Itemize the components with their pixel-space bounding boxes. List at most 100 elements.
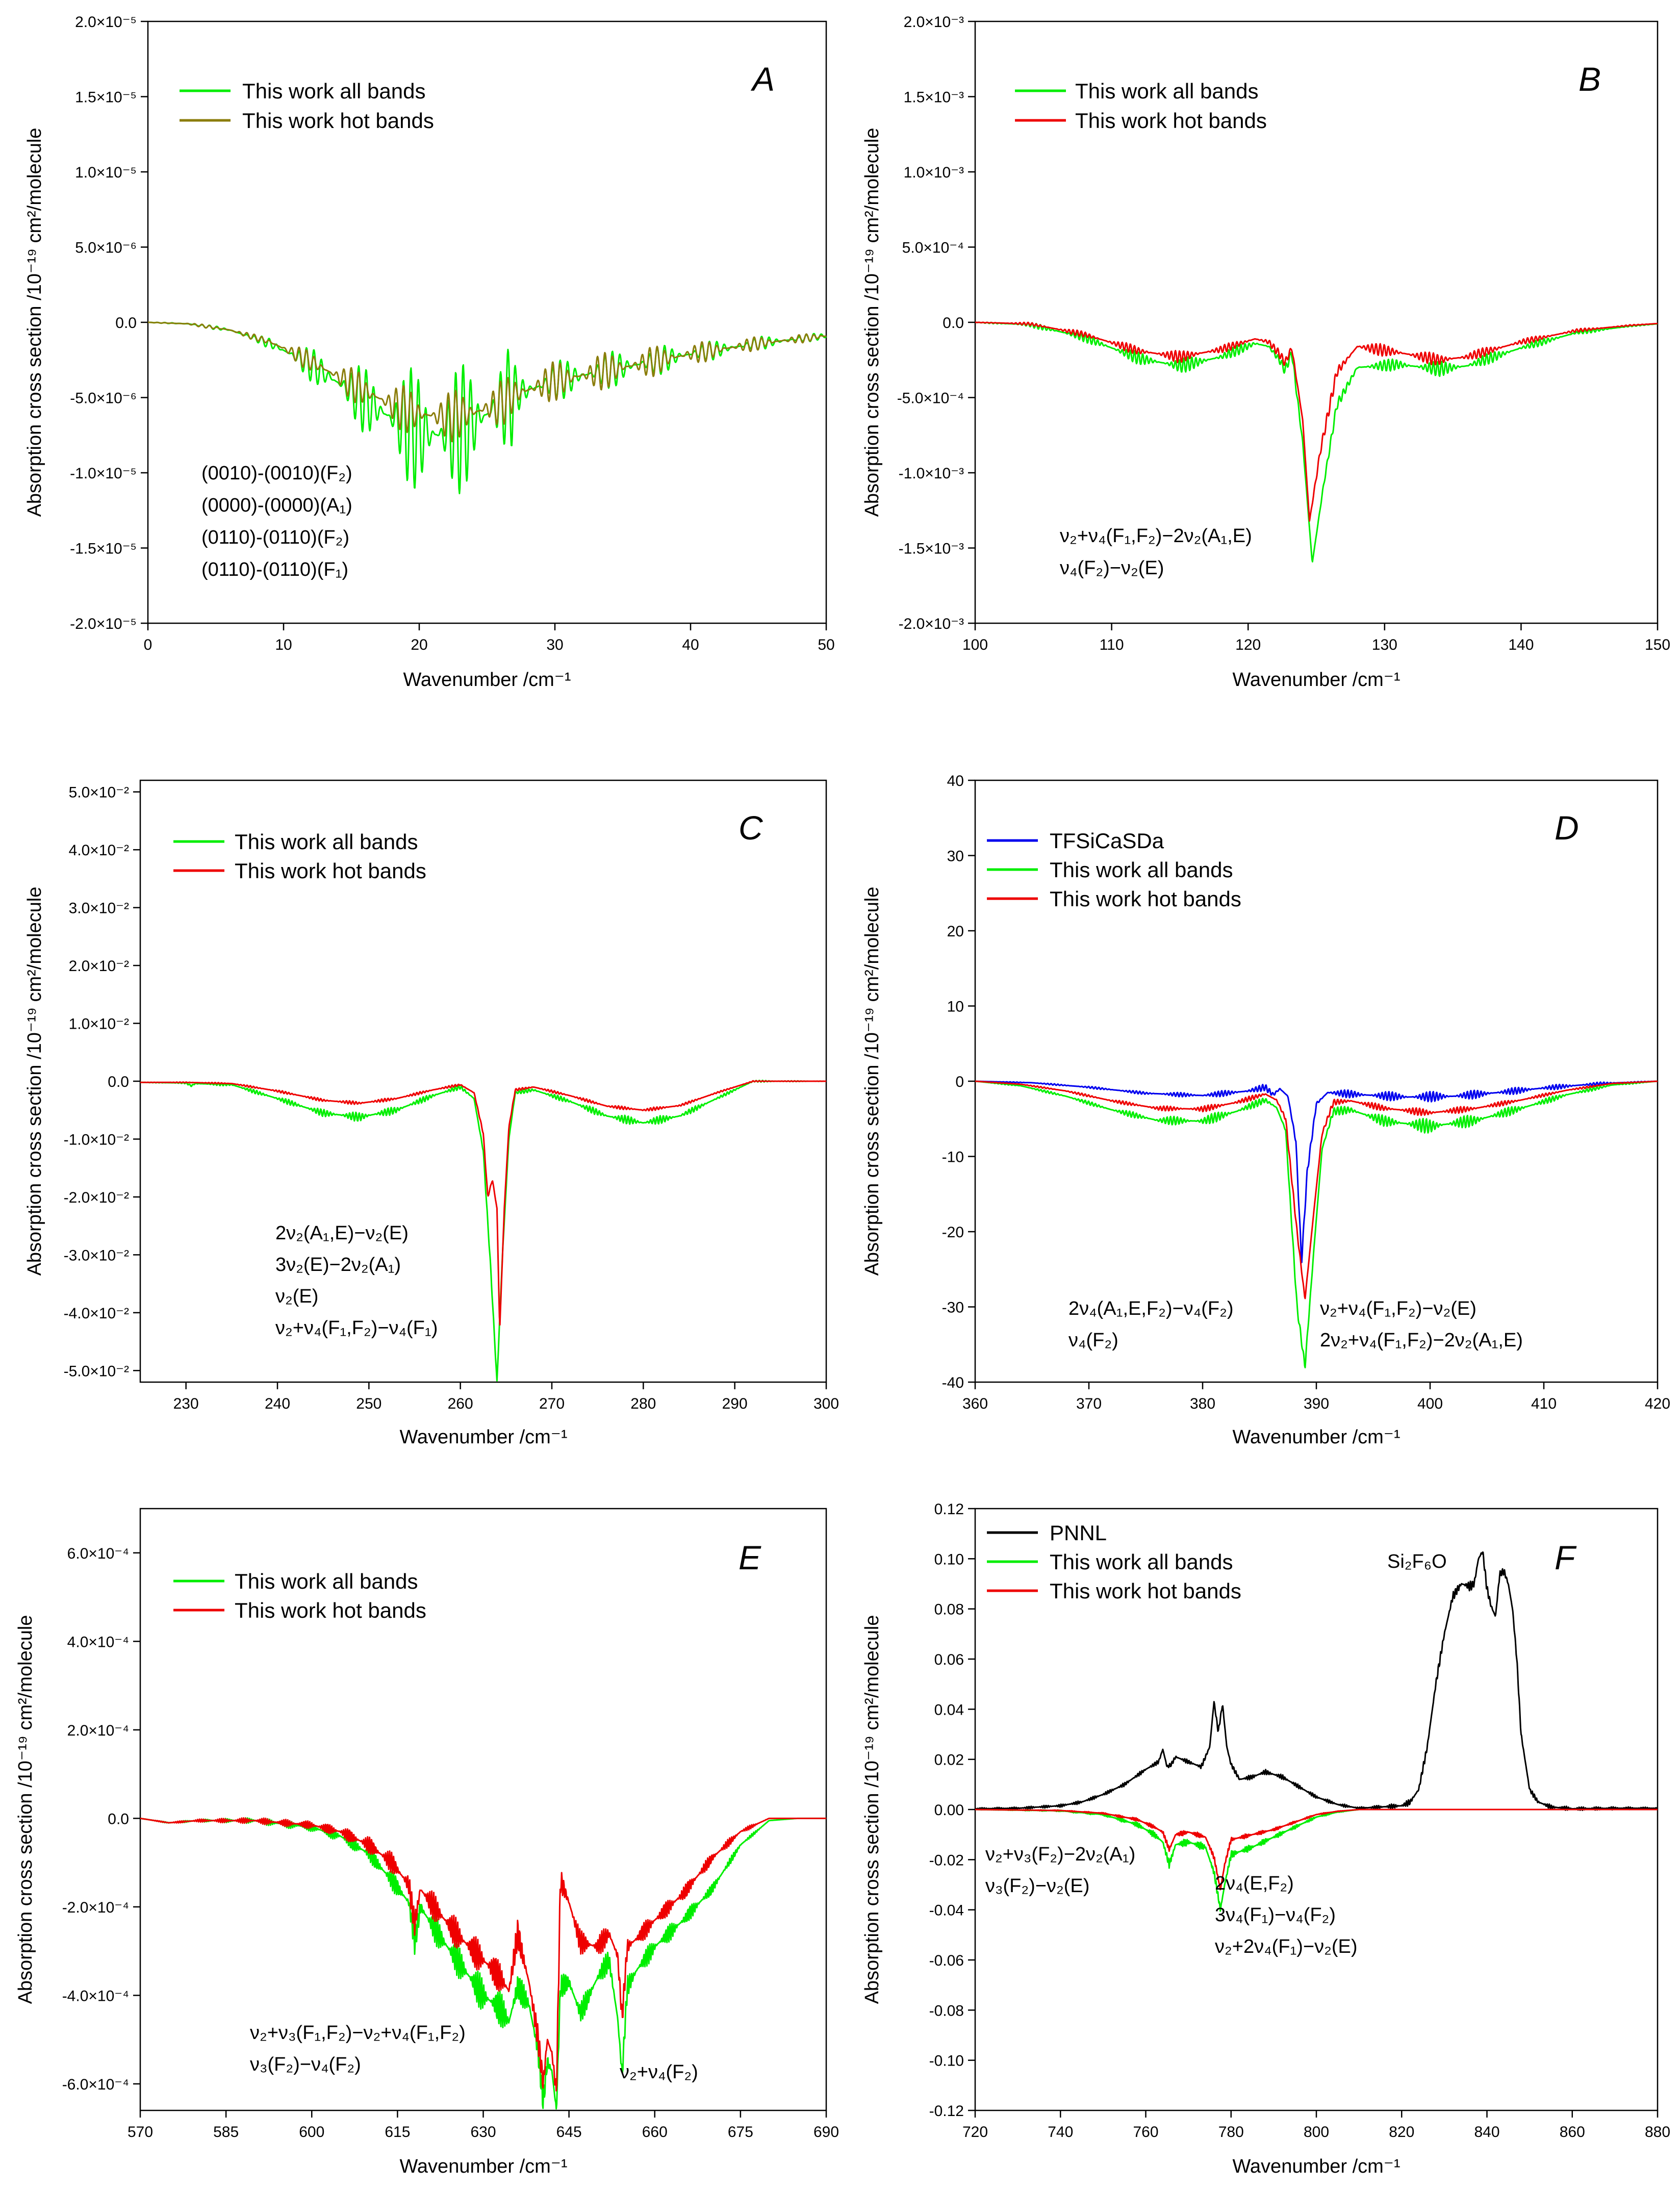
panel-e-legend: This work all bands This work hot bands	[173, 1569, 426, 1622]
panel-e-x-tick-label: 630	[470, 2124, 496, 2141]
panel-c-y-tick-label: 3.0×10⁻²	[69, 900, 129, 917]
panel-a-y-axis-title: Absorption cross section /10⁻¹⁹ cm²/mole…	[24, 128, 45, 517]
panel-d-x-tick-label: 400	[1417, 1395, 1443, 1412]
panel-f-x-ticks: 720 740 760 780 800 820 840 860 880	[962, 2110, 1670, 2141]
panel-b-x-tick-label: 140	[1508, 636, 1534, 653]
panel-f-y-tick-label: 0.06	[934, 1651, 964, 1668]
panel-e-annotation-0: ν₂+ν₃(F₁,F₂)−ν₂+ν₄(F₁,F₂)	[250, 2022, 466, 2044]
panel-e-y-tick-label: 6.0×10⁻⁴	[67, 1545, 129, 1562]
panel-d-y-tick-label: -40	[942, 1374, 964, 1391]
panel-f-y-tick-label: -0.12	[929, 2103, 964, 2120]
panel-a-legend-label-0: This work all bands	[242, 79, 425, 103]
panel-d-y-tick-label: 30	[947, 848, 964, 865]
panel-a-x-tick-label: 20	[411, 636, 427, 653]
panel-b-y-tick-label: -1.0×10⁻³	[899, 465, 964, 482]
panel-c-x-tick-label: 250	[356, 1395, 381, 1412]
panel-b-legend: This work all bands This work hot bands	[1015, 79, 1267, 133]
panel-e-annotation-2: ν₂+ν₄(F₂)	[620, 2061, 698, 2083]
panel-a-x-tick-label: 10	[275, 636, 292, 653]
panel-c-series-this-work-all-bands	[140, 1079, 827, 1382]
panel-f-y-tick-label: 0.12	[934, 1501, 964, 1518]
panel-a-y-ticks: -2.0×10⁻⁵ -1.5×10⁻⁵ -1.0×10⁻⁵ -5.0×10⁻⁶ 0.0 5…	[70, 14, 148, 632]
panel-f-y-tick-label: 0.08	[934, 1601, 964, 1618]
panel-c-legend-label-0: This work all bands	[235, 830, 418, 854]
panel-b-y-axis-title: Absorption cross section /10⁻¹⁹ cm²/mole…	[861, 128, 883, 517]
panel-f-legend-label-2: This work hot bands	[1050, 1579, 1241, 1603]
panel-e-x-tick-label: 600	[299, 2124, 324, 2141]
panel-f-legend: PNNL This work all bands This work hot b…	[987, 1521, 1241, 1603]
panel-d-series-this-work-all-bands	[975, 1080, 1658, 1368]
panel-f-annotation-3: 2ν₄(E,F₂)	[1215, 1873, 1294, 1894]
panel-f-y-tick-label: -0.04	[929, 1902, 964, 1919]
panel-c-y-axis-title: Absorption cross section /10⁻¹⁹ cm²/mole…	[24, 887, 45, 1276]
panel-a: 0 10 20 30 40 50 -2.0×10⁻⁵-1.5×10⁻⁵-1.0×10⁻⁵-…	[24, 14, 835, 691]
panel-b-annotation-1: ν₄(F₂)−ν₂(E)	[1060, 557, 1164, 579]
panel-e-y-tick-label: -6.0×10⁻⁴	[62, 2076, 129, 2093]
panel-a-x-tick-label: 40	[682, 636, 699, 653]
panel-f-annotation-0: Si₂F₆O	[1387, 1551, 1447, 1572]
panel-d-legend-label-1: This work all bands	[1050, 858, 1233, 882]
panel-d-x-tick-label: 370	[1076, 1395, 1102, 1412]
panel-b: 100 110 120 130 140 150 -2.0×10⁻³ -1.5×10⁻³ -1.…	[861, 14, 1670, 691]
panel-c-legend-label-1: This work hot bands	[235, 859, 426, 883]
panel-a-marks	[147, 321, 827, 495]
panel-d-legend: TFSiCaSDa This work all bands This work …	[987, 829, 1241, 911]
panel-d-series-this-work-hot-bands	[975, 1080, 1658, 1300]
panel-d-annotation-3: 2ν₂+ν₄(F₁,F₂)−2ν₂(A₁,E)	[1320, 1330, 1523, 1351]
panel-e-series-this-work-hot-bands	[140, 1817, 827, 2092]
panel-b-x-tick-label: 110	[1100, 636, 1124, 653]
panel-e-annotations: ν₂+ν₃(F₁,F₂)−ν₂+ν₄(F₁,F₂) ν₃(F₂)−ν₄(F₂) …	[250, 2022, 698, 2083]
panel-c-marks	[140, 1079, 827, 1382]
panel-f-x-tick-label: 840	[1474, 2124, 1499, 2141]
panel-a-x-tick-label: 0	[144, 636, 152, 653]
panel-b-y-tick-label: 2.0×10⁻³	[904, 14, 964, 31]
panel-f-y-tick-label: -0.08	[929, 2002, 964, 2019]
panel-d-x-ticks: 360 370 380 390 400 410 420	[962, 1382, 1670, 1412]
panel-a-x-ticks: 0 10 20 30 40 50	[144, 623, 835, 653]
panel-a-letter: A	[750, 60, 775, 98]
panel-e-y-tick-label: -2.0×10⁻⁴	[62, 1899, 129, 1916]
panel-f-y-tick-label: -0.06	[929, 1952, 964, 1969]
panel-e-legend-label-1: This work hot bands	[235, 1598, 426, 1622]
panel-c-x-axis-title: Wavenumber /cm⁻¹	[399, 1426, 567, 1448]
panel-a-legend: This work all bands This work hot bands	[180, 79, 434, 133]
panel-a-x-axis-title: Wavenumber /cm⁻¹	[403, 669, 571, 691]
panel-e-x-axis-title: Wavenumber /cm⁻¹	[399, 2156, 567, 2177]
panel-c-y-tick-label: 1.0×10⁻²	[69, 1016, 129, 1033]
panel-d-x-tick-label: 380	[1190, 1395, 1215, 1412]
panel-a-y-tick-label: 1.5×10⁻⁵	[75, 89, 137, 106]
panel-e-x-tick-label: 645	[556, 2124, 582, 2141]
panel-c-y-tick-label: -5.0×10⁻²	[64, 1363, 129, 1380]
panel-f-x-tick-label: 860	[1560, 2124, 1585, 2141]
panel-c-annotations: 2ν₂(A₁,E)−ν₂(E) 3ν₂(E)−2ν₂(A₁) ν₂(E) ν₂+…	[275, 1222, 438, 1339]
panel-c-y-ticks: -5.0×10⁻² -4.0×10⁻² -3.0×10⁻² -2.0×10⁻² -1.0…	[64, 784, 140, 1380]
panel-f-series-this-work-hot-bands	[975, 1808, 1658, 1891]
panel-e-x-tick-label: 585	[213, 2124, 239, 2141]
panel-a-y-tick-label: -1.5×10⁻⁵	[70, 541, 137, 557]
panel-f-series-pnnl	[975, 1551, 1659, 1812]
panel-a-y-tick-label: 0.0	[115, 315, 137, 332]
panel-b-y-tick-label: 5.0×10⁻⁴	[902, 240, 964, 257]
panel-c-y-tick-label: -2.0×10⁻²	[64, 1189, 129, 1206]
panel-c-x-tick-label: 290	[722, 1395, 748, 1412]
panel-e-x-tick-label: 675	[728, 2124, 753, 2141]
panel-b-x-axis-title: Wavenumber /cm⁻¹	[1232, 669, 1400, 691]
panel-d-y-tick-label: -20	[942, 1224, 964, 1241]
panel-e-marks	[140, 1817, 827, 2110]
panel-e-y-tick-label: 0.0	[108, 1811, 129, 1827]
panel-d: 360 370 380 390 400 410 420 -40 -30 -20 -10 0 10 20 3…	[861, 773, 1670, 1448]
panel-b-y-ticks: -2.0×10⁻³ -1.5×10⁻³ -1.0×10⁻³ -5.0×10⁻⁴ 0.0 5…	[897, 14, 975, 632]
panel-b-x-tick-label: 100	[962, 636, 988, 653]
panel-d-letter: D	[1555, 809, 1579, 847]
panel-c-x-tick-label: 230	[173, 1395, 199, 1412]
panel-f-x-tick-label: 820	[1389, 2124, 1414, 2141]
panel-e-letter: E	[739, 1539, 761, 1576]
panel-a-series-this-work-hot-bands	[147, 321, 827, 443]
panel-a-x-tick-label: 50	[818, 636, 834, 653]
panel-b-annotation-0: ν₂+ν₄(F₁,F₂)−2ν₂(A₁,E)	[1060, 525, 1252, 547]
panel-d-legend-label-0: TFSiCaSDa	[1050, 829, 1164, 853]
panel-a-y-tick-label: -2.0×10⁻⁵	[70, 616, 137, 632]
panel-b-y-tick-label: 1.5×10⁻³	[904, 89, 964, 106]
panel-d-annotations: 2ν₄(A₁,E,F₂)−ν₄(F₂) ν₄(F₂) ν₂+ν₄(F₁,F₂)−…	[1068, 1298, 1523, 1351]
panel-c-legend: This work all bands This work hot bands	[173, 830, 426, 883]
